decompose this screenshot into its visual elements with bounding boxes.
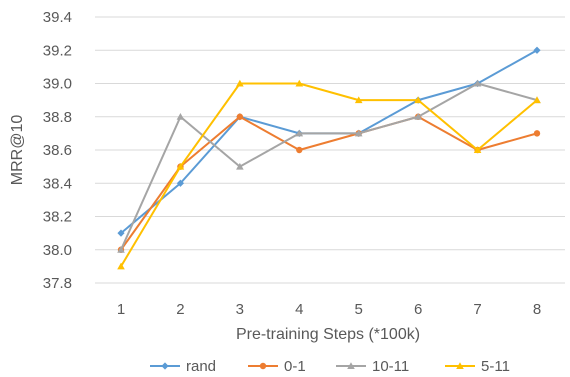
legend-marker xyxy=(347,362,355,370)
data-point xyxy=(414,96,422,104)
legend-marker xyxy=(259,362,267,370)
series-lines xyxy=(117,46,541,270)
data-point xyxy=(296,146,303,154)
data-point xyxy=(533,46,541,54)
y-tick-label: 38.4 xyxy=(43,175,72,192)
data-point xyxy=(117,262,125,270)
data-point xyxy=(533,130,541,137)
y-tick-label: 38.2 xyxy=(43,209,72,226)
series-line xyxy=(120,115,538,251)
data-point xyxy=(414,112,422,120)
y-tick-label: 39.0 xyxy=(43,76,72,93)
gridlines xyxy=(95,16,565,284)
x-tick-label: 4 xyxy=(295,301,303,318)
data-point xyxy=(117,245,125,253)
data-point xyxy=(473,79,482,87)
data-point xyxy=(236,113,244,120)
y-tick-label: 37.8 xyxy=(43,275,72,292)
x-tick-label: 1 xyxy=(117,301,125,318)
y-tick-label: 38.8 xyxy=(43,109,72,126)
legend: rand 0-1 10-11 5-11 xyxy=(150,358,510,375)
legend-item-5-11: 5-11 xyxy=(445,358,510,375)
y-tick-label: 38.6 xyxy=(43,142,72,159)
x-tick-label: 7 xyxy=(473,301,481,318)
x-axis-title: Pre-training Steps (*100k) xyxy=(236,326,420,343)
data-point xyxy=(533,96,541,104)
legend-label: 0-1 xyxy=(284,358,306,375)
legend-marker xyxy=(456,362,464,370)
data-point xyxy=(236,162,244,170)
data-point xyxy=(176,179,185,187)
x-tick-label: 2 xyxy=(176,301,184,318)
series-line xyxy=(120,82,538,251)
data-point xyxy=(176,162,185,170)
legend-item-0-1: 0-1 xyxy=(248,358,306,375)
data-point xyxy=(176,112,185,120)
x-axis-ticks: 1 2 3 4 5 6 7 8 xyxy=(117,301,541,318)
data-point xyxy=(117,229,125,237)
legend-marker xyxy=(161,362,169,370)
x-tick-label: 3 xyxy=(236,301,244,318)
series-5-11 xyxy=(117,79,541,270)
legend-label: rand xyxy=(186,358,216,375)
y-tick-label: 38.0 xyxy=(43,242,72,259)
y-tick-label: 39.2 xyxy=(43,42,72,59)
series-line xyxy=(120,82,538,267)
y-tick-label: 39.4 xyxy=(43,9,72,26)
y-axis-title: MRR@10 xyxy=(9,115,26,186)
data-point xyxy=(473,146,482,154)
legend-label: 5-11 xyxy=(481,358,510,375)
x-tick-label: 8 xyxy=(533,301,541,318)
data-point xyxy=(295,79,304,87)
data-point xyxy=(354,129,363,137)
legend-item-10-11: 10-11 xyxy=(336,358,409,375)
data-point xyxy=(236,79,244,87)
legend-label: 10-11 xyxy=(372,358,409,375)
x-tick-label: 6 xyxy=(414,301,422,318)
data-point xyxy=(354,96,363,104)
y-axis-ticks: 37.8 38.0 38.2 38.4 38.6 38.8 39.0 39.2 39.4 xyxy=(43,9,72,292)
x-tick-label: 5 xyxy=(355,301,363,318)
legend-item-rand: rand xyxy=(150,358,216,375)
data-point xyxy=(295,129,304,137)
